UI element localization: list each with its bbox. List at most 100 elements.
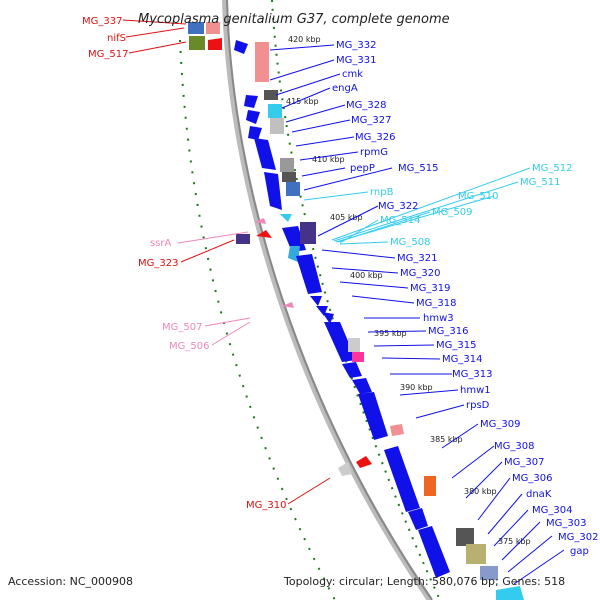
tick-label: 415 kbp — [286, 97, 319, 106]
gene-arrow[interactable] — [342, 362, 362, 378]
label-nifs[interactable]: nifS — [107, 33, 126, 44]
gene-block[interactable] — [270, 118, 284, 134]
label-mg306[interactable]: MG_306 — [512, 473, 552, 484]
label-mg517[interactable]: MG_517 — [88, 49, 128, 60]
gene-block[interactable] — [286, 182, 300, 196]
label-mg308[interactable]: MG_308 — [494, 441, 534, 452]
gene-arrow[interactable] — [408, 508, 428, 530]
genome-summary-text: Topology: circular; Length: 580,076 bp; … — [283, 575, 565, 588]
gene-arrow[interactable] — [356, 456, 372, 468]
label-mg318[interactable]: MG_318 — [416, 298, 456, 309]
backbone-line — [226, 0, 433, 600]
label-rpmg[interactable]: rpmG — [360, 147, 388, 158]
gene-arrow[interactable] — [322, 312, 334, 324]
trna-arrow[interactable] — [254, 218, 266, 224]
gene-block[interactable] — [456, 528, 474, 546]
backbone-circle — [222, 0, 433, 600]
gene-arrow[interactable] — [244, 95, 258, 108]
rna-triangle[interactable] — [280, 214, 292, 222]
trna-arrow[interactable] — [282, 302, 294, 308]
label-mg307[interactable]: MG_307 — [504, 457, 544, 468]
gene-block[interactable] — [206, 22, 220, 34]
label-mg316[interactable]: MG_316 — [428, 326, 468, 337]
gene-arrow[interactable] — [246, 110, 260, 124]
tick-label: 390 kbp — [400, 383, 433, 392]
label-mg302[interactable]: MG_302 — [558, 532, 598, 543]
label-mg314[interactable]: MG_314 — [442, 354, 482, 365]
gene-arrow[interactable] — [310, 296, 322, 306]
label-mg507[interactable]: MG_507 — [162, 322, 202, 333]
rna-block[interactable] — [496, 586, 524, 600]
label-mg509[interactable]: MG_509 — [432, 207, 472, 218]
label-mg331[interactable]: MG_331 — [336, 55, 376, 66]
gene-block[interactable] — [348, 338, 360, 352]
gene-block[interactable] — [188, 22, 204, 34]
label-mg322[interactable]: MG_322 — [378, 201, 418, 212]
label-mg508[interactable]: MG_508 — [390, 237, 430, 248]
gene-arrow[interactable] — [248, 126, 262, 140]
accession-text: Accession: NC_000908 — [8, 575, 133, 588]
label-mg303[interactable]: MG_303 — [546, 518, 586, 529]
gene-block[interactable] — [480, 566, 498, 580]
label-ssra[interactable]: ssrA — [150, 238, 172, 249]
gene-block[interactable] — [466, 544, 486, 564]
label-mg315[interactable]: MG_315 — [436, 340, 476, 351]
gene-arrow[interactable] — [418, 526, 450, 578]
gene-arrow[interactable] — [296, 254, 322, 294]
gene-arrow[interactable] — [384, 446, 420, 512]
label-enga[interactable]: engA — [332, 83, 358, 94]
gene-arrow[interactable] — [358, 392, 388, 440]
gene-block[interactable] — [255, 42, 269, 82]
label-rnpb[interactable]: rnpB — [370, 187, 394, 198]
label-hmw1[interactable]: hmw1 — [460, 385, 491, 396]
label-mg512[interactable]: MG_512 — [532, 163, 572, 174]
label-mg515[interactable]: MG_515 — [398, 163, 438, 174]
gene-arrow[interactable] — [256, 230, 272, 238]
label-gap[interactable]: gap — [570, 546, 589, 557]
gene-arrow[interactable] — [208, 38, 222, 50]
label-mg323[interactable]: MG_323 — [138, 258, 178, 269]
gene-block[interactable] — [264, 90, 278, 100]
label-mg326[interactable]: MG_326 — [355, 132, 395, 143]
label-mg327[interactable]: MG_327 — [351, 115, 391, 126]
label-mg506[interactable]: MG_506 — [169, 341, 209, 352]
gene-labels: MG_337 nifS MG_517 MG_332 MG_331 cmk eng… — [82, 16, 598, 557]
rna-block[interactable] — [268, 104, 282, 118]
label-mg310[interactable]: MG_310 — [246, 500, 286, 511]
label-mg337[interactable]: MG_337 — [82, 16, 122, 27]
label-mg511[interactable]: MG_511 — [520, 177, 560, 188]
gene-block[interactable] — [280, 158, 294, 172]
label-hmw3[interactable]: hmw3 — [423, 313, 454, 324]
label-rpsd[interactable]: rpsD — [466, 400, 490, 411]
gene-block[interactable] — [282, 172, 296, 182]
gene-arrow[interactable] — [352, 378, 372, 394]
outer-gc-track — [271, 0, 441, 600]
label-mg328[interactable]: MG_328 — [346, 100, 386, 111]
gene-block[interactable] — [300, 222, 316, 244]
gene-block[interactable] — [390, 424, 404, 436]
tick-label: 385 kbp — [430, 435, 463, 444]
label-mg320[interactable]: MG_320 — [400, 268, 440, 279]
tick-label: 410 kbp — [312, 155, 345, 164]
label-mg304[interactable]: MG_304 — [532, 505, 572, 516]
label-mg313[interactable]: MG_313 — [452, 369, 492, 380]
gene-arrow[interactable] — [234, 40, 248, 54]
gene-block[interactable] — [352, 352, 364, 362]
label-mg514[interactable]: MG_514 — [380, 215, 420, 226]
gene-block[interactable] — [424, 476, 436, 496]
gene-block[interactable] — [189, 36, 205, 50]
gene-arrow[interactable] — [254, 138, 276, 170]
label-mg309[interactable]: MG_309 — [480, 419, 520, 430]
gene-arrow[interactable] — [264, 172, 282, 210]
label-cmk[interactable]: cmk — [342, 69, 363, 80]
gene-block[interactable] — [236, 234, 250, 244]
label-mg510[interactable]: MG_510 — [458, 191, 498, 202]
label-mg319[interactable]: MG_319 — [410, 283, 450, 294]
gene-block[interactable] — [338, 462, 352, 476]
label-mg332[interactable]: MG_332 — [336, 40, 376, 51]
label-mg321[interactable]: MG_321 — [397, 253, 437, 264]
leader-lines-red — [122, 19, 331, 505]
leader-lines-right — [269, 44, 565, 585]
label-dnak[interactable]: dnaK — [526, 489, 552, 500]
label-pepp[interactable]: pepP — [350, 163, 375, 174]
